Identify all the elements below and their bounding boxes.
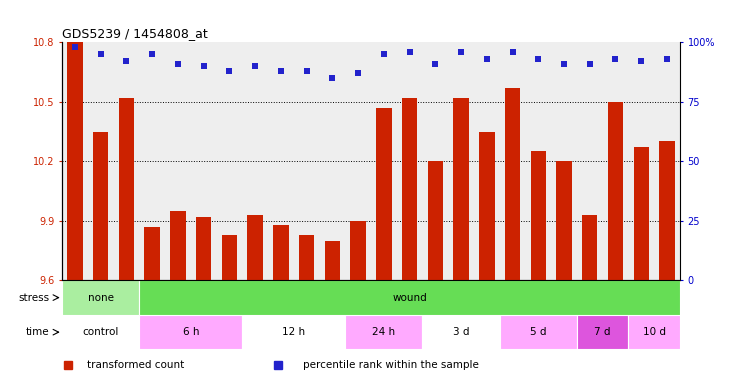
Text: GDS5239 / 1454808_at: GDS5239 / 1454808_at xyxy=(62,26,208,40)
Text: wound: wound xyxy=(393,293,427,303)
Bar xyxy=(196,217,211,280)
Bar xyxy=(531,151,546,280)
Bar xyxy=(299,235,314,280)
Text: none: none xyxy=(88,293,114,303)
Text: time: time xyxy=(26,327,49,337)
Bar xyxy=(140,315,242,349)
Bar xyxy=(479,132,494,280)
Bar xyxy=(118,98,135,280)
Bar xyxy=(350,221,366,280)
Text: 5 d: 5 d xyxy=(530,327,547,337)
Text: 24 h: 24 h xyxy=(372,327,395,337)
Bar xyxy=(423,315,500,349)
Bar xyxy=(62,315,140,349)
Text: transformed count: transformed count xyxy=(87,360,184,370)
Bar xyxy=(247,215,263,280)
Text: 6 h: 6 h xyxy=(183,327,199,337)
Text: stress: stress xyxy=(18,293,49,303)
Bar xyxy=(145,227,160,280)
Bar xyxy=(582,215,597,280)
Bar xyxy=(577,315,629,349)
Bar xyxy=(345,315,423,349)
Bar xyxy=(170,211,186,280)
Bar xyxy=(242,315,345,349)
Bar xyxy=(634,147,649,280)
Text: percentile rank within the sample: percentile rank within the sample xyxy=(303,360,479,370)
Bar xyxy=(325,241,340,280)
Bar xyxy=(500,315,577,349)
Bar xyxy=(402,98,417,280)
Bar xyxy=(273,225,289,280)
Bar xyxy=(659,141,675,280)
Bar xyxy=(376,108,392,280)
Text: 12 h: 12 h xyxy=(282,327,306,337)
Text: 3 d: 3 d xyxy=(452,327,469,337)
Bar xyxy=(453,98,469,280)
Bar xyxy=(140,280,680,315)
Bar xyxy=(221,235,237,280)
Text: control: control xyxy=(83,327,119,337)
Bar xyxy=(607,102,624,280)
Text: 10 d: 10 d xyxy=(643,327,666,337)
Bar xyxy=(62,280,140,315)
Bar xyxy=(93,132,108,280)
Bar xyxy=(556,161,572,280)
Bar xyxy=(67,42,83,280)
Bar xyxy=(505,88,520,280)
Bar xyxy=(629,315,680,349)
Text: 7 d: 7 d xyxy=(594,327,611,337)
Bar xyxy=(428,161,443,280)
